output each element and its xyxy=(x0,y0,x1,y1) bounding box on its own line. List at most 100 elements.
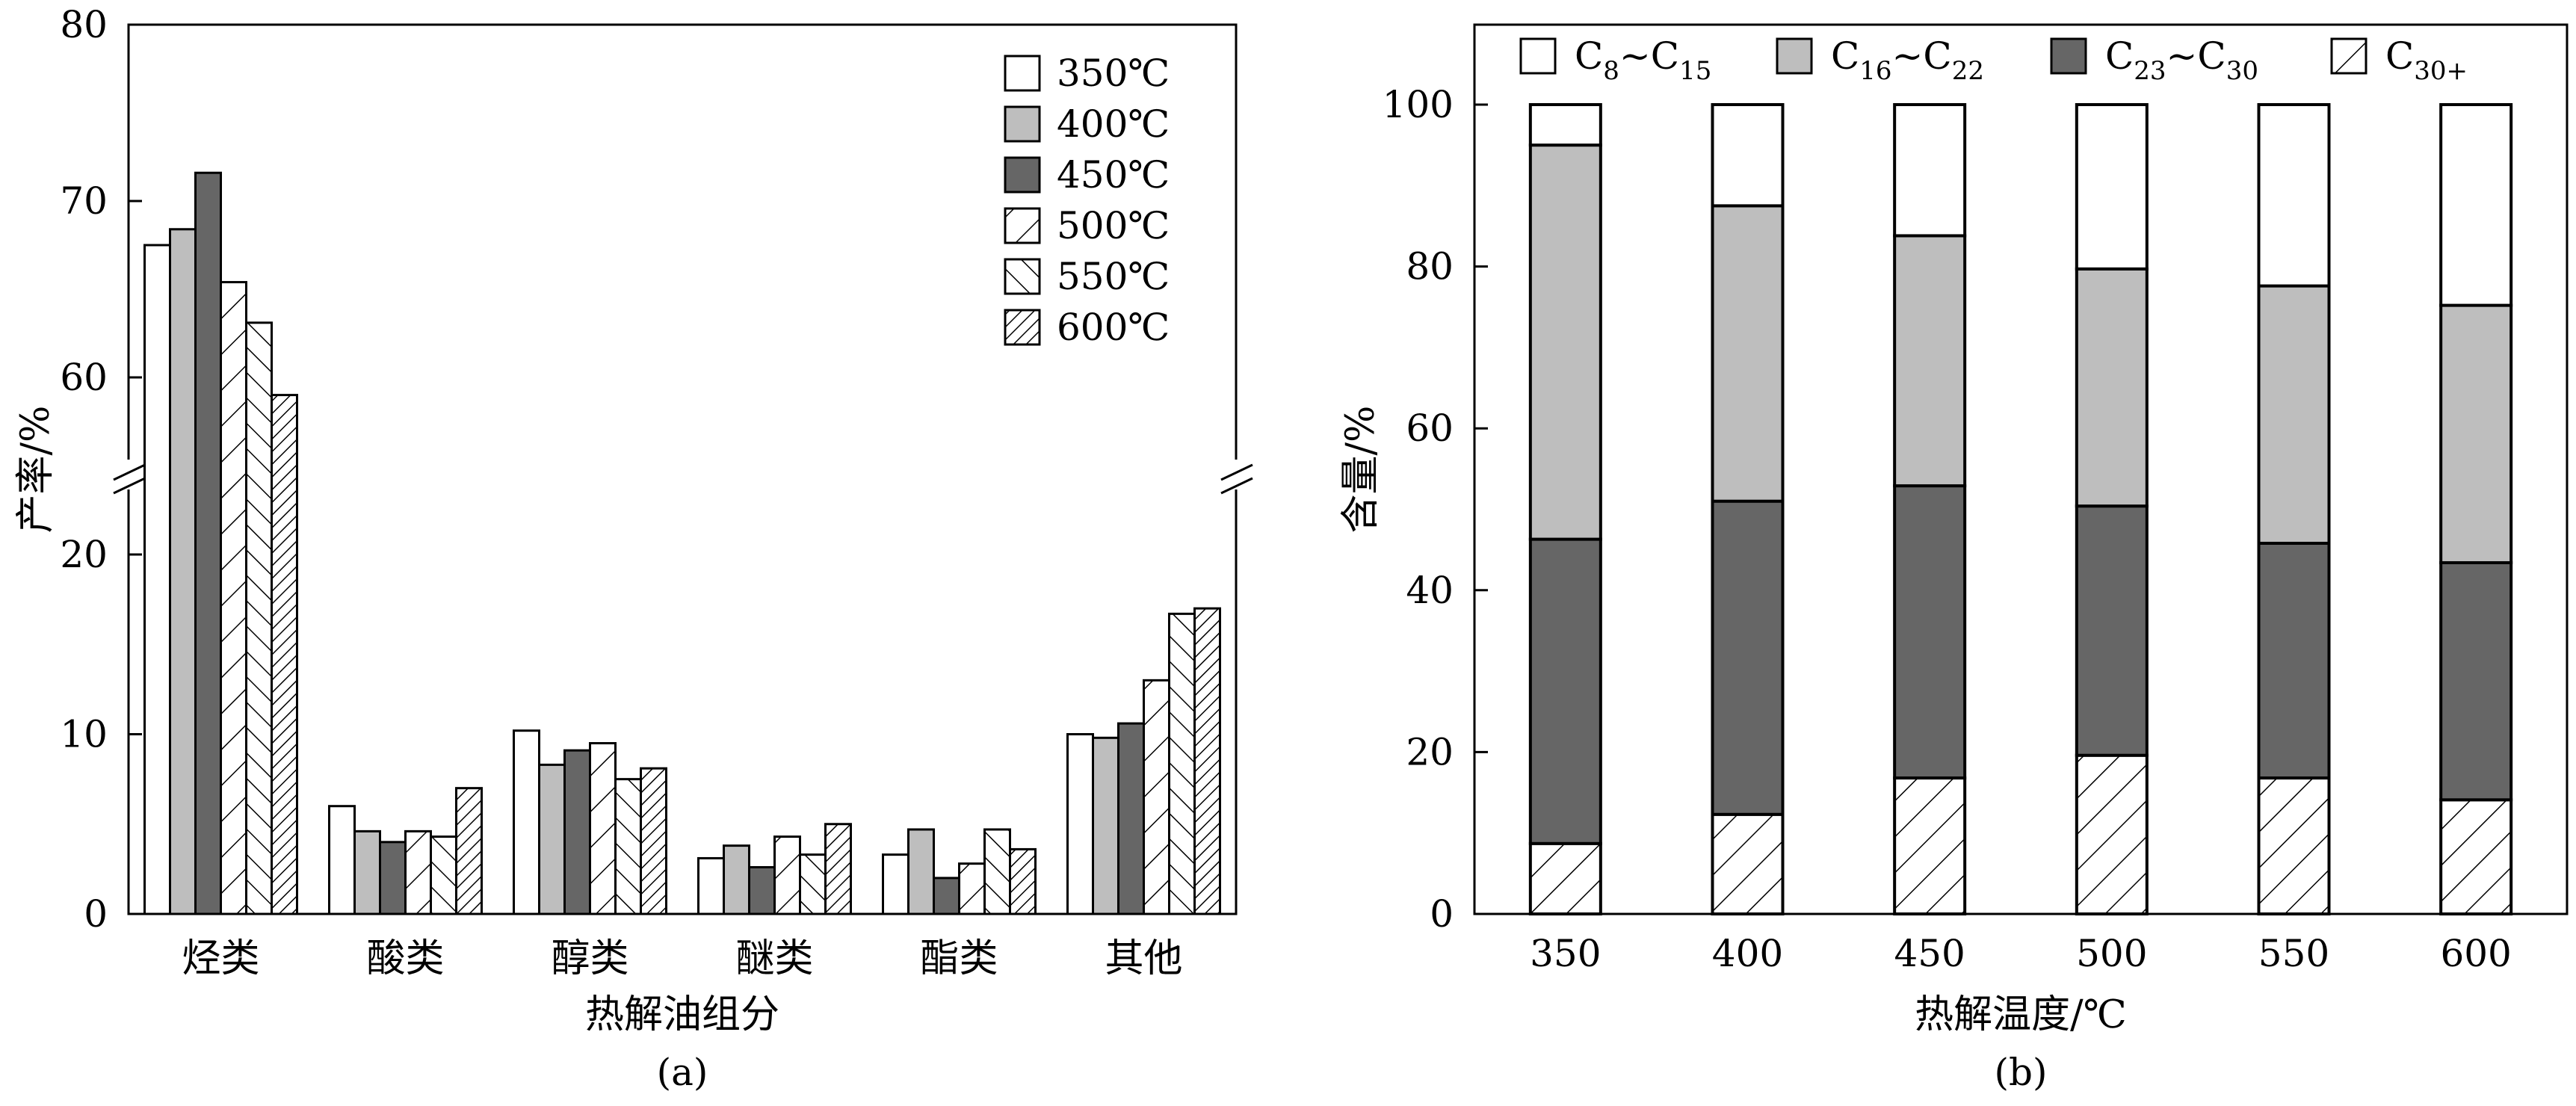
panel-a-bar xyxy=(1066,733,1094,915)
panel-a-legend-swatch xyxy=(1004,309,1041,346)
panel-a-bar xyxy=(1009,847,1037,915)
panel-b-category-label: 600 xyxy=(2440,932,2511,975)
panel-a-bar xyxy=(513,729,540,915)
panel-b-bar-segment xyxy=(2439,798,2513,915)
panel-b-bar-segment xyxy=(1893,234,1967,488)
panel-b-bar-segment xyxy=(1893,103,1967,238)
panel-b-bar-segment xyxy=(2075,103,2149,271)
panel-a-category-label: 醚类 xyxy=(735,936,813,981)
panel-b-plot-frame xyxy=(1473,23,2569,915)
panel-a-category-label: 烃类 xyxy=(182,936,259,981)
panel-b-legend-swatch xyxy=(2050,37,2087,75)
panel-b-category-labels: 350 400 450 500 550 600 xyxy=(1530,932,2512,975)
panel-b-legend-swatch xyxy=(1519,37,1557,75)
panel-a-legend: 350℃ 400℃ 450℃ 500℃ 550℃ 600℃ xyxy=(1004,52,1170,349)
panel-b-y-tick-label: 60 xyxy=(1406,407,1454,450)
panel-a-y-axis-title: 产率/% xyxy=(13,406,58,534)
panel-a-bar xyxy=(538,763,566,915)
panel-b-caption: (b) xyxy=(1994,1051,2047,1094)
panel-b-x-axis-title: 热解温度/℃ xyxy=(1915,992,2127,1037)
panel-a-bar xyxy=(933,877,960,915)
panel-a-bar xyxy=(143,244,171,915)
panel-b-bar-segment xyxy=(1528,841,1602,916)
panel-b-bar-segment xyxy=(2257,541,2331,780)
panel-a-bar xyxy=(640,767,667,915)
panel-b-bar-segment xyxy=(2257,284,2331,545)
panel-b-bar-segment xyxy=(1528,537,1602,845)
panel-a-axis-break-left xyxy=(112,460,146,495)
panel-b-y-tick-label: 0 xyxy=(1430,892,1454,936)
panel-b-category-label: 450 xyxy=(1894,932,1965,975)
panel-a-bar xyxy=(748,865,776,915)
panel-a-bar xyxy=(563,749,591,915)
panel-a-caption: (a) xyxy=(657,1051,708,1094)
panel-b-bar-segment xyxy=(2439,560,2513,802)
panel-b-legend-label: C23~C30 xyxy=(2105,34,2258,86)
panel-a-bar xyxy=(1117,722,1145,915)
panel-a-bar xyxy=(589,742,617,915)
panel-a-y-tick-label: 60 xyxy=(60,356,108,399)
panel-a-bar xyxy=(907,828,935,915)
panel-a-bar xyxy=(1193,607,1221,915)
panel-a-legend-swatch xyxy=(1004,156,1041,194)
panel-a-bar xyxy=(983,828,1011,915)
panel-a-bar xyxy=(430,835,457,915)
panel-a-category-label: 其他 xyxy=(1105,936,1182,981)
panel-b-legend-label: C16~C22 xyxy=(1831,34,1984,86)
panel-b-bar-segment xyxy=(1893,776,1967,916)
panel-a-y-tick-label: 20 xyxy=(60,533,108,576)
panel-b-category-label: 500 xyxy=(2076,932,2147,975)
panel-b-chart: 0 20 40 60 80 100 350 400 450 500 550 600 热解温度/℃ 含… xyxy=(1338,23,2569,1094)
panel-a-legend-label: 400℃ xyxy=(1057,102,1170,146)
panel-a-y-ticks: 0 10 20 60 70 80 xyxy=(60,3,142,936)
panel-b-y-tick-label: 80 xyxy=(1406,245,1454,288)
panel-a-bar xyxy=(379,841,407,915)
panel-a-category-label: 醇类 xyxy=(551,936,628,981)
panel-b-bar-segment xyxy=(1893,484,1967,780)
panel-a-category-labels: 烃类 酸类 醇类 醚类 酯类 其他 xyxy=(182,936,1182,981)
panel-b-legend-swatch xyxy=(1776,37,1813,75)
panel-a-y-tick-label: 10 xyxy=(60,713,108,756)
panel-b-bar-segment xyxy=(2257,776,2331,916)
panel-b-bar-segment xyxy=(1711,103,1785,208)
panel-a-bar xyxy=(328,805,356,915)
panel-b-legend: C8~C15 C16~C22 C23~C30 C30+ xyxy=(1519,34,2468,86)
panel-b-y-ticks: 0 20 40 60 80 100 xyxy=(1383,83,1488,936)
panel-a-bar xyxy=(169,228,197,915)
panel-b-bar-segment xyxy=(2075,504,2149,757)
panel-b-category-label: 350 xyxy=(1530,932,1601,975)
panel-a-bar xyxy=(1092,736,1119,915)
panel-b-bar-segment xyxy=(1711,812,1785,916)
panel-a-y-tick-label: 80 xyxy=(60,3,108,46)
panel-a-bar xyxy=(799,853,827,915)
panel-a-legend-swatch xyxy=(1004,55,1041,92)
panel-b-bar-segment xyxy=(1528,103,1602,147)
panel-a-bar xyxy=(958,862,986,915)
panel-a-legend-label: 500℃ xyxy=(1057,204,1170,247)
panel-a-legend-swatch xyxy=(1004,105,1041,143)
panel-a-bar xyxy=(882,853,909,915)
panel-b-bar-segment xyxy=(1711,499,1785,816)
panel-a-bar xyxy=(271,394,298,915)
panel-a-legend-label: 450℃ xyxy=(1057,153,1170,197)
panel-a-legend-label: 600℃ xyxy=(1057,306,1170,349)
panel-b-bar-segment xyxy=(2439,303,2513,564)
panel-a-bar xyxy=(697,856,725,915)
panel-b-bar-segment xyxy=(1711,204,1785,503)
panel-b-bar-segment xyxy=(2075,753,2149,915)
panel-a-bar xyxy=(194,171,222,915)
panel-b-category-label: 550 xyxy=(2258,932,2329,975)
panel-a-category-label: 酯类 xyxy=(920,936,998,981)
panel-a-axis-break-right xyxy=(1220,460,1253,495)
panel-b-bar-segment xyxy=(2257,103,2331,288)
panel-a-bar xyxy=(614,778,642,915)
panel-b-bar-segment xyxy=(1528,143,1602,541)
panel-b-legend-swatch xyxy=(2330,37,2367,75)
panel-a-category-label: 酸类 xyxy=(366,936,444,981)
panel-a-legend-label: 550℃ xyxy=(1057,255,1170,298)
panel-a-legend-swatch xyxy=(1004,258,1041,295)
panel-a-bar xyxy=(455,787,483,915)
panel-a-bar xyxy=(353,830,381,915)
